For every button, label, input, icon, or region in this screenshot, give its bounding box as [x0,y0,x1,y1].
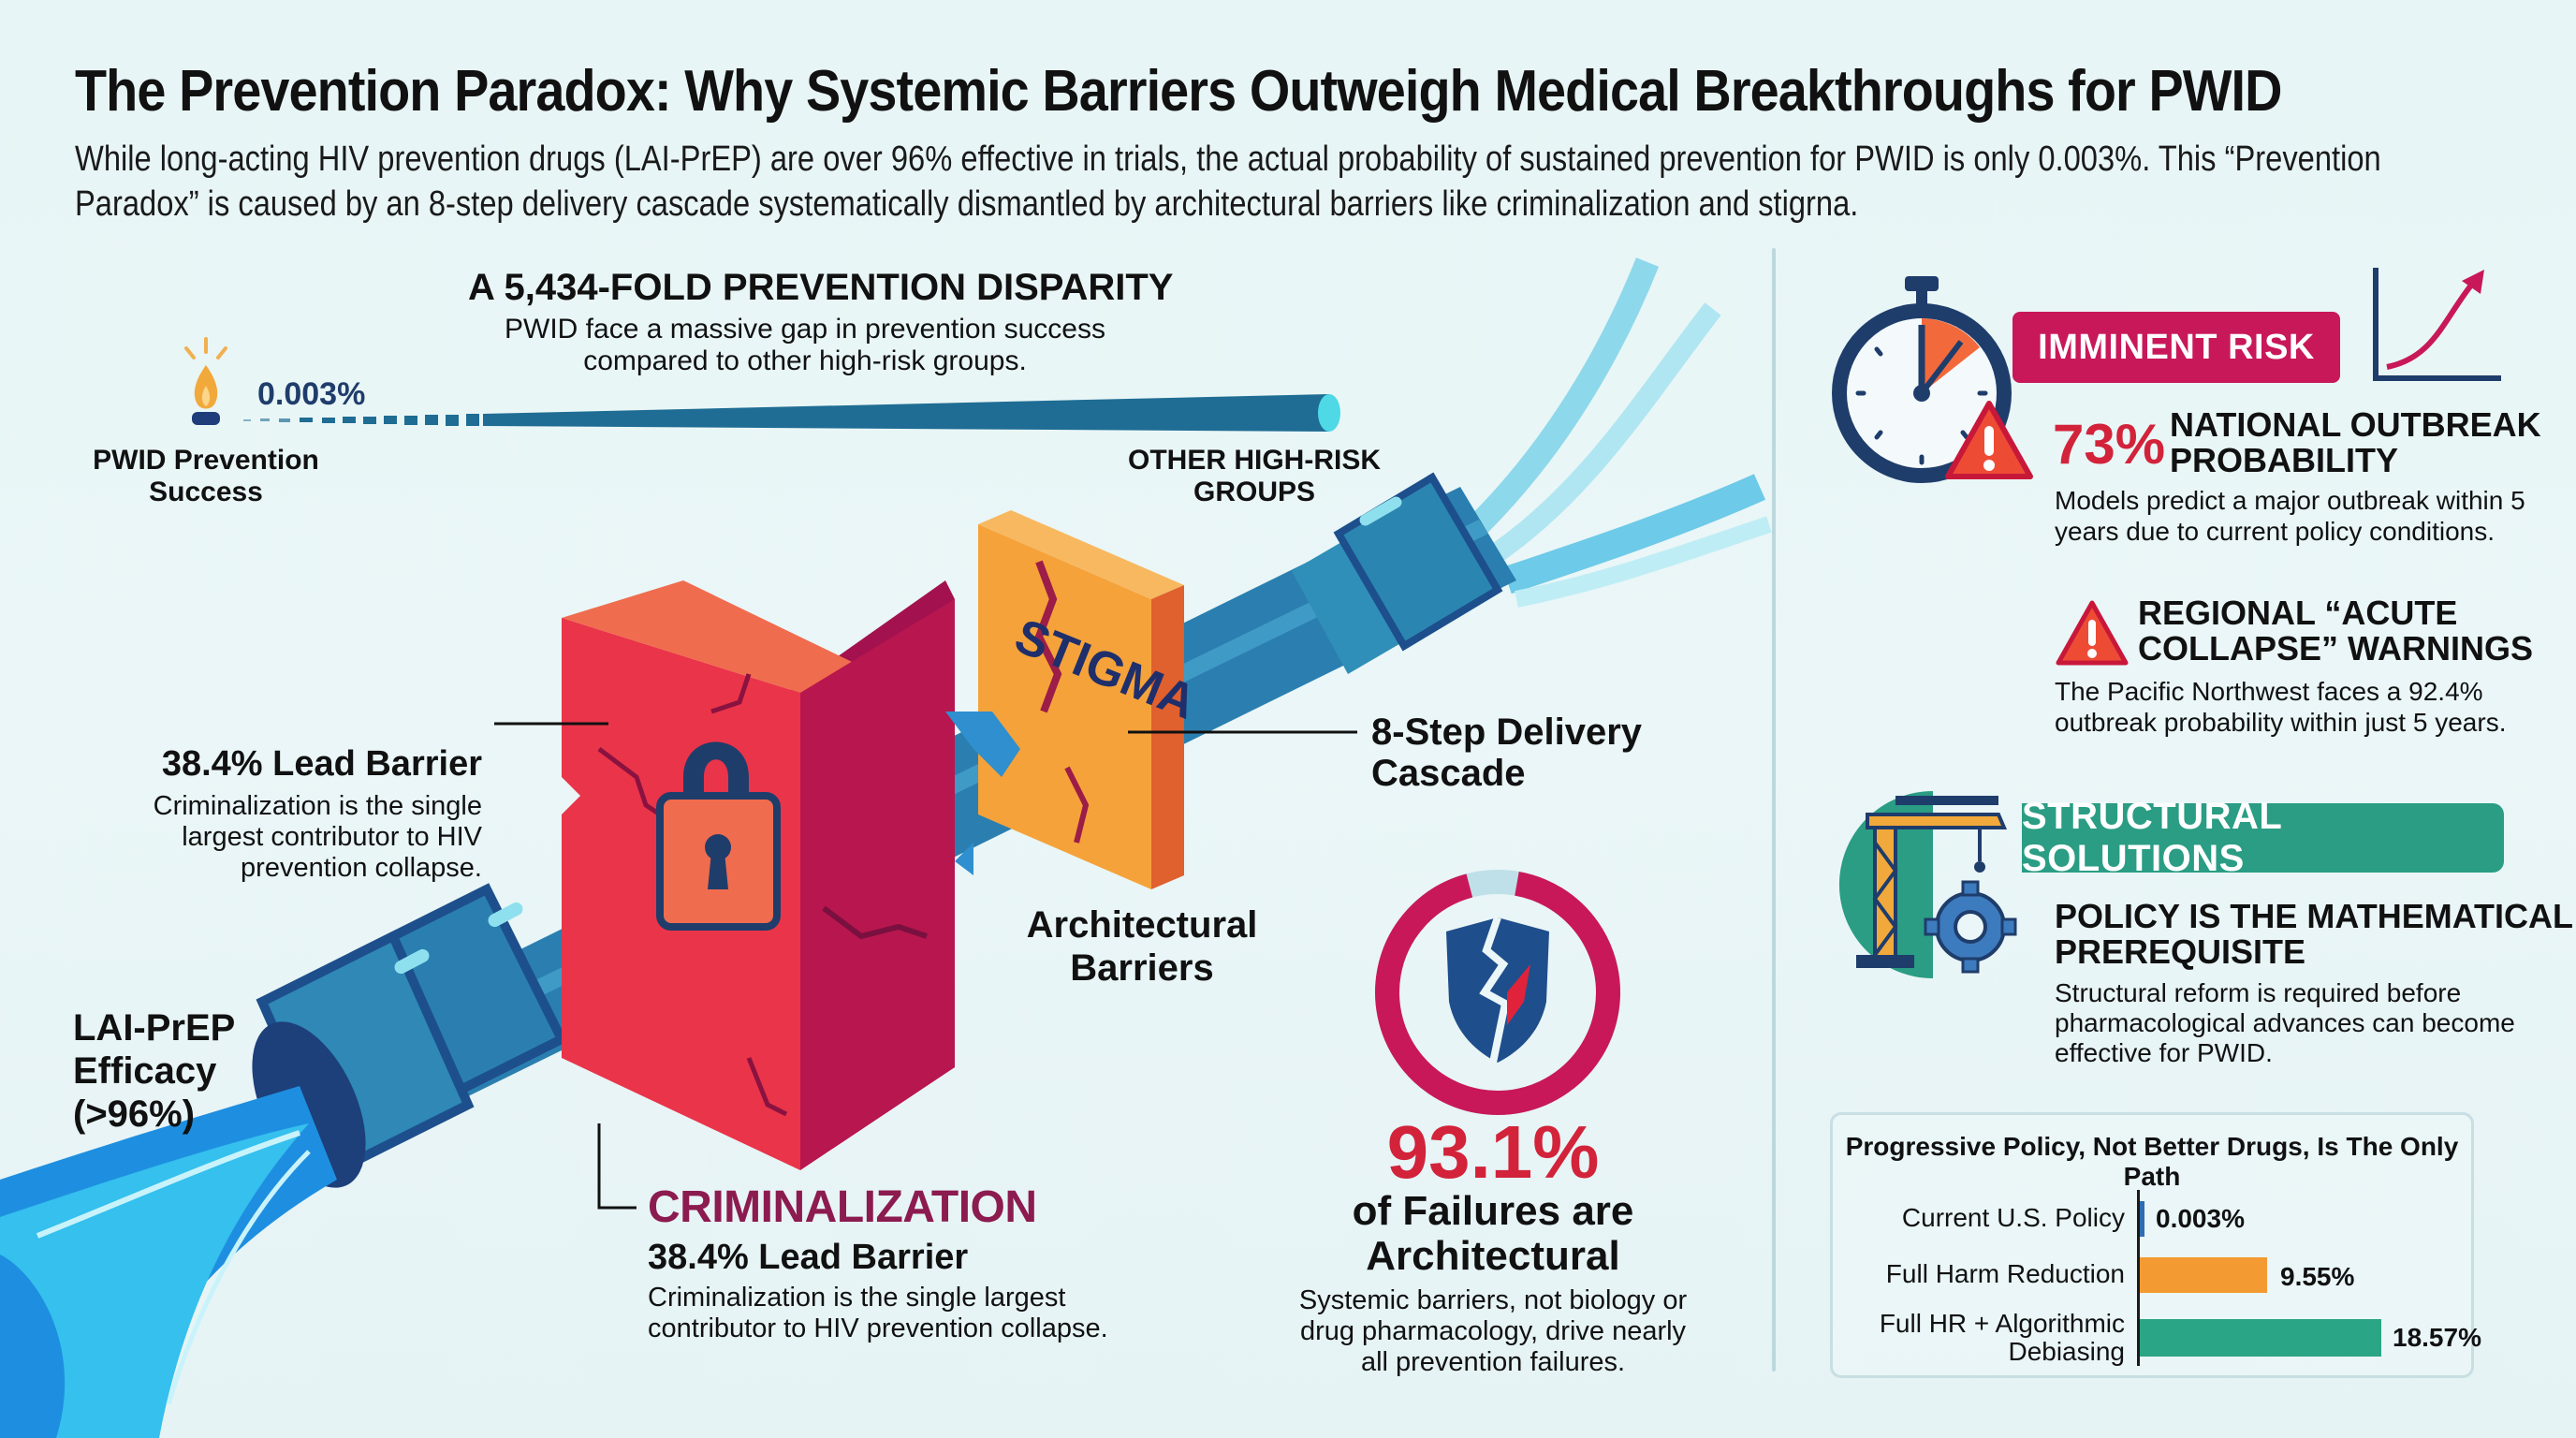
solutions-heading: POLICY IS THE MATHEMATICAL PREREQUISITE [2055,897,2573,971]
crane-gear-icon [1838,791,2017,978]
chart-title: Progressive Policy, Not Better Drugs, Is… [1845,1132,2459,1191]
disparity-title: A 5,434-FOLD PREVENTION DISPARITY [468,267,1174,308]
failures-description: Systemic barriers, not biology or drug p… [1298,1285,1688,1377]
lead-barrier-title: 38.4% Lead Barrier [161,744,482,784]
bar-debiasing [2140,1319,2381,1357]
risk-percent: 73% [2053,413,2166,476]
other-high-risk-label: OTHER HIGH-RISK GROUPS [1128,445,1381,507]
criminalization-description: Criminalization is the single largest co… [648,1283,1108,1343]
architectural-barriers-label: Architectural Barriers [1026,904,1258,989]
pwid-prevention-label: PWID Prevention Success [93,445,319,507]
bar-current [2140,1201,2144,1237]
criminalization-subtitle: 38.4% Lead Barrier [648,1238,969,1277]
padlock-icon [656,741,781,931]
bar-harm-reduction [2140,1257,2267,1293]
stopwatch-icon [1832,276,2012,483]
risk-description: Models predict a major outbreak within 5… [2055,486,2525,546]
warning-icon [1945,401,2033,479]
failures-percent: 93.1% [1386,1110,1600,1194]
lai-prep-efficacy-label: LAI-PrEP Efficacy (>96%) [73,1007,235,1135]
pipeline-illustration: STIGMA [0,257,1772,1438]
imminent-risk-banner: IMMINENT RISK [2012,312,2340,383]
solutions-description: Structural reform is required before pha… [2055,978,2515,1067]
policy-bar-chart: Progressive Policy, Not Better Drugs, Is… [1830,1112,2481,1378]
risk-heading: NATIONAL OUTBREAK PROBABILITY [2170,405,2541,479]
disparity-description: PWID face a massive gap in prevention su… [505,314,1105,376]
pwid-prevention-value: 0.003% [257,376,366,412]
flame-icon [184,337,227,425]
acute-warning-icon [2056,600,2129,666]
bar-value-debiasing: 18.57% [2393,1323,2481,1352]
criminalization-title: CRIMINALIZATION [648,1182,1037,1232]
failures-title: of Failures are Architectural [1352,1188,1634,1279]
section-divider [1772,248,1776,1372]
bar-label-current: Current U.S. Policy [1901,1203,2125,1232]
page-title: The Prevention Paradox: Why Systemic Bar… [75,59,2282,124]
bar-value-current: 0.003% [2156,1204,2245,1233]
rising-trend-icon [2373,268,2501,381]
disparity-beam [243,394,1340,432]
bar-label-debiasing: Full HR + Algorithmic Debiasing [1879,1309,2125,1366]
acute-collapse-description: The Pacific Northwest faces a 92.4% outb… [2055,677,2507,737]
structural-solutions-banner: STRUCTURAL SOLUTIONS [2022,796,2504,879]
page-subtitle: While long-acting HIV prevention drugs (… [75,139,2381,224]
lead-barrier-description: Criminalization is the single largest co… [153,791,482,883]
acute-collapse-heading: REGIONAL “ACUTE COLLAPSE” WARNINGS [2138,594,2534,668]
chart-axis [2137,1190,2140,1366]
stigma-wall: STIGMA [945,510,1204,889]
failures-ring [1375,870,1620,1115]
broken-shield-icon [1446,916,1549,1064]
bar-value-harm-reduction: 9.55% [2280,1262,2355,1291]
bar-label-harm-reduction: Full Harm Reduction [1885,1259,2125,1288]
delivery-cascade-label: 8-Step Delivery Cascade [1371,712,1643,794]
